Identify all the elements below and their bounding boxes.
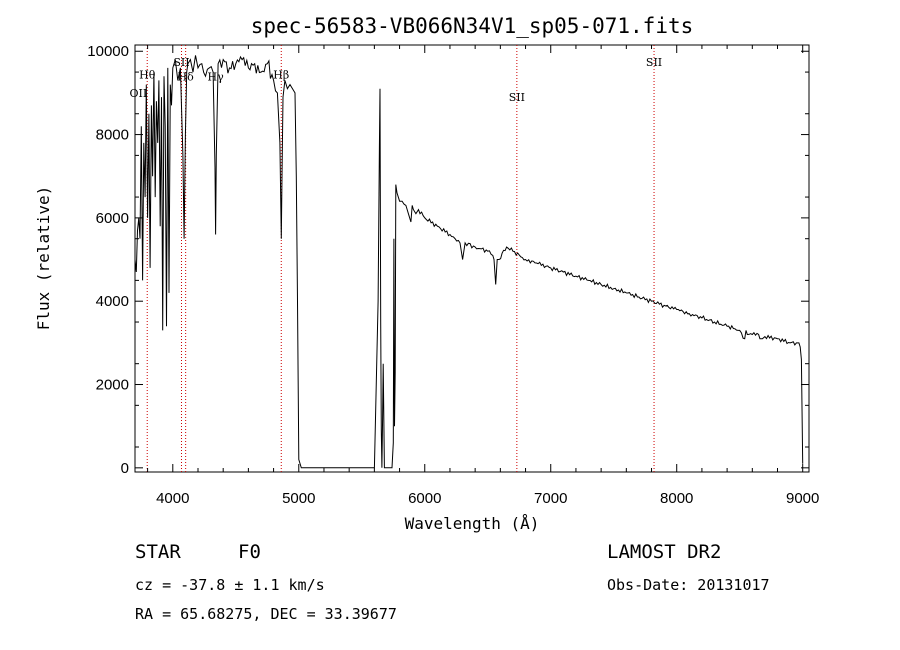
x-tick-label: 8000 — [660, 490, 693, 507]
spectral-line-label: Hβ — [273, 68, 289, 81]
x-axis-label: Wavelength (Å) — [405, 514, 540, 533]
spectral-line-label: Hγ — [208, 70, 225, 83]
y-tick-label: 0 — [121, 460, 129, 477]
x-tick-label: 6000 — [408, 490, 441, 507]
spectral-line-label: Hδ — [178, 70, 195, 83]
y-tick-label: 4000 — [96, 293, 129, 310]
x-tick-label: 7000 — [534, 490, 567, 507]
coordinates: RA = 65.68275, DEC = 33.39677 — [135, 605, 397, 623]
survey-name: LAMOST DR2 — [607, 541, 721, 563]
y-axis-ticks: 0 2000 4000 6000 8000 10000 — [87, 43, 809, 477]
spectral-line-label: SII — [646, 56, 662, 69]
y-axis-label: Flux (relative) — [34, 186, 53, 331]
object-class: STAR — [135, 541, 181, 563]
spectral-line-label: SII — [509, 91, 525, 104]
x-tick-label: 5000 — [282, 490, 315, 507]
spectral-line-label: Hθ — [139, 68, 156, 81]
chart-title: spec-56583-VB066N34V1_sp05-071.fits — [251, 14, 694, 38]
spectral-line-labels: OII Hδ Hγ Hθ SII Hβ SII SII — [130, 56, 663, 104]
x-tick-label: 4000 — [156, 490, 189, 507]
obs-date: Obs-Date: 20131017 — [607, 576, 770, 594]
spectral-line-label: SII — [173, 56, 189, 69]
y-tick-label: 10000 — [87, 43, 129, 60]
subclass: F0 — [238, 541, 261, 563]
y-tick-label: 2000 — [96, 377, 129, 394]
y-tick-label: 6000 — [96, 210, 129, 227]
spectrum-line — [134, 55, 804, 469]
spectral-line-label: OII — [130, 87, 148, 100]
plot-frame — [134, 44, 810, 473]
y-tick-label: 8000 — [96, 127, 129, 144]
spectral-line-markers — [146, 45, 655, 472]
x-tick-label: 9000 — [786, 490, 819, 507]
redshift-readout: cz = -37.8 ± 1.1 km/s — [135, 576, 325, 594]
x-axis-ticks: 4000 5000 6000 7000 8000 9000 — [147, 45, 819, 507]
